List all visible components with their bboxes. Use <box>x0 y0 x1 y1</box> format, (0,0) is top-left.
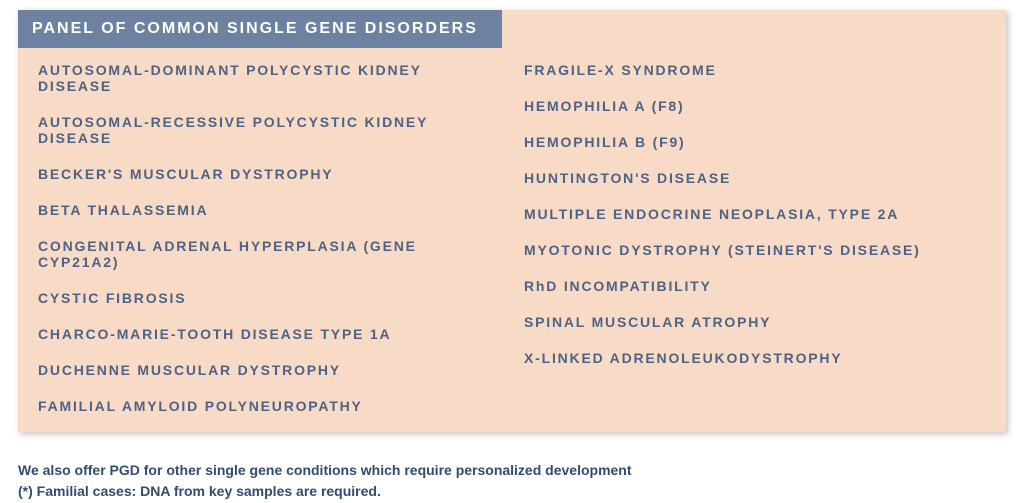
panel-title: PANEL OF COMMON SINGLE GENE DISORDERS <box>18 10 502 48</box>
disorders-panel: PANEL OF COMMON SINGLE GENE DISORDERS AU… <box>18 10 1006 432</box>
list-item: FRAGILE-X SYNDROME <box>524 62 986 78</box>
footer-line: We also offer PGD for other single gene … <box>18 460 1006 481</box>
list-item: MULTIPLE ENDOCRINE NEOPLASIA, TYPE 2A <box>524 206 986 222</box>
list-item: HEMOPHILIA B (F9) <box>524 134 986 150</box>
list-item: CONGENITAL ADRENAL HYPERPLASIA (GENE CYP… <box>38 238 500 270</box>
list-item: DUCHENNE MUSCULAR DYSTROPHY <box>38 362 500 378</box>
list-item: CHARCO-MARIE-TOOTH DISEASE TYPE 1A <box>38 326 500 342</box>
list-item: BETA THALASSEMIA <box>38 202 500 218</box>
list-item: FAMILIAL AMYLOID POLYNEUROPATHY <box>38 398 500 414</box>
panel-body: AUTOSOMAL-DOMINANT POLYCYSTIC KIDNEY DIS… <box>18 48 1006 432</box>
list-item: HUNTINGTON'S DISEASE <box>524 170 986 186</box>
footer-line: (*) Familial cases: DNA from key samples… <box>18 481 1006 502</box>
list-item: RhD INCOMPATIBILITY <box>524 278 986 294</box>
list-item: HEMOPHILIA A (F8) <box>524 98 986 114</box>
footer-text: We also offer PGD for other single gene … <box>18 460 1006 502</box>
list-item: CYSTIC FIBROSIS <box>38 290 500 306</box>
list-item: SPINAL MUSCULAR ATROPHY <box>524 314 986 330</box>
list-item: BECKER'S MUSCULAR DYSTROPHY <box>38 166 500 182</box>
list-item: AUTOSOMAL-DOMINANT POLYCYSTIC KIDNEY DIS… <box>38 62 500 94</box>
right-column: FRAGILE-X SYNDROME HEMOPHILIA A (F8) HEM… <box>524 62 986 414</box>
list-item: AUTOSOMAL-RECESSIVE POLYCYSTIC KIDNEY DI… <box>38 114 500 146</box>
list-item: X-LINKED ADRENOLEUKODYSTROPHY <box>524 350 986 366</box>
left-column: AUTOSOMAL-DOMINANT POLYCYSTIC KIDNEY DIS… <box>38 62 500 414</box>
list-item: MYOTONIC DYSTROPHY (STEINERT'S DISEASE) <box>524 242 986 258</box>
